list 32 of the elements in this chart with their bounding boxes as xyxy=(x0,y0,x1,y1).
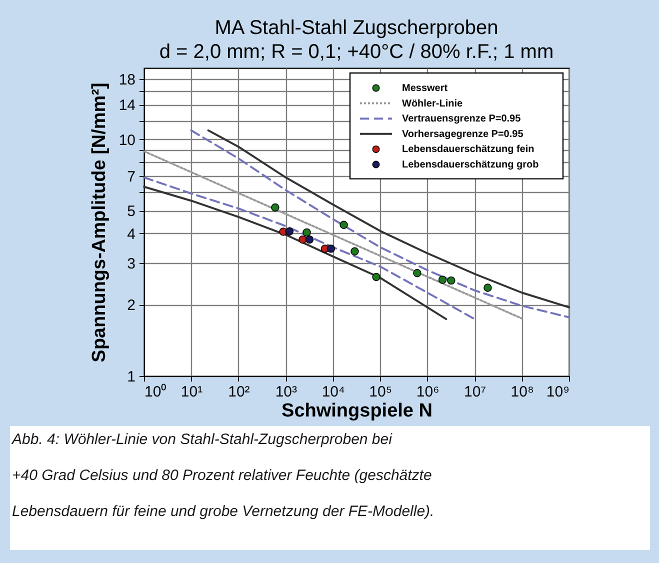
text: Lebensdauern für feine und grobe Vernetzung der FE-Modelle). xyxy=(12,503,434,520)
x-tick-label: 10⁴ xyxy=(322,384,345,400)
legend-label: Vorhersagegrenze P=0.95 xyxy=(402,128,524,140)
y-tick-label: 14 xyxy=(118,97,136,114)
x-tick-label: 10² xyxy=(228,384,250,400)
x-tick-label: 10⁸ xyxy=(510,384,534,400)
chart-title: MA Stahl-Stahl Zugscherproben xyxy=(214,17,498,39)
legend-label: Messwert xyxy=(402,83,448,94)
x-tick-label: 10¹ xyxy=(180,384,203,400)
y-tick-label: 7 xyxy=(127,168,136,186)
x-tick-label: 10⁷ xyxy=(464,384,486,400)
y-tick-label: 1 xyxy=(127,368,136,386)
x-tick-label: 10⁹ xyxy=(546,384,570,400)
x-tick-label: 10⁰ xyxy=(144,384,166,400)
y-tick-label: 18 xyxy=(118,71,136,88)
y-tick-label: 2 xyxy=(127,297,136,314)
legend-label: Lebensdauerschätzung fein xyxy=(402,144,534,156)
legend-label: Wöhler-Linie xyxy=(402,98,463,110)
y-tick-label: 10 xyxy=(118,132,136,149)
x-axis-title: Schwingspiele N xyxy=(282,400,432,422)
y-axis-title: Spannungs-Amplitude [N/mm²] xyxy=(88,82,110,362)
y-tick-label: 3 xyxy=(127,256,136,273)
x-tick-label: 10³ xyxy=(275,384,298,400)
chart-subtitle: d = 2,0 mm; R = 0,1; +40°C / 80% r.F.; 1 mm xyxy=(159,41,554,63)
x-tick-label: 10⁶ xyxy=(416,384,440,400)
y-tick-label: 5 xyxy=(127,203,136,220)
legend-label: Vertrauensgrenze P=0.95 xyxy=(402,114,522,125)
text: +40 Grad Celsius und 80 Prozent relativer Feuchte (geschätzte xyxy=(12,467,432,484)
x-tick-label: 10⁵ xyxy=(369,384,392,400)
caption: Abb. 4: Wöhler-Linie von Stahl-Stahl-Zugscherproben bei xyxy=(11,431,393,448)
y-tick-label: 4 xyxy=(127,226,136,243)
legend-label: Lebensdauerschätzung grob xyxy=(402,160,539,170)
